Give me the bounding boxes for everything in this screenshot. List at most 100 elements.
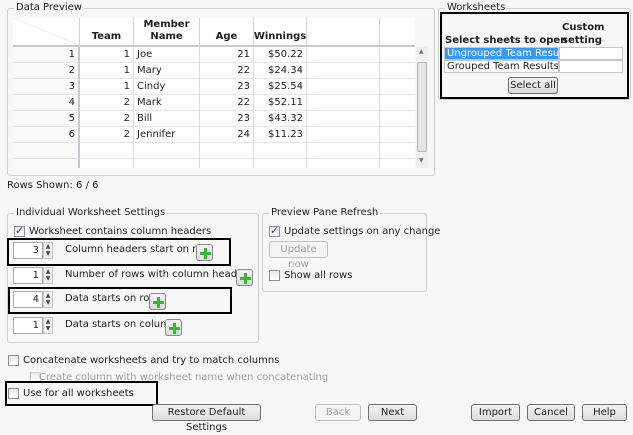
empty-cell [80,159,134,168]
table-cell-team: 2 [80,111,134,127]
help-button[interactable]: Help [582,404,627,421]
spinner-label: Number of rows with column headers [65,269,253,280]
spinner-input[interactable]: 1 [13,267,43,284]
empty-cell [380,95,415,111]
spinner-label: Column headers start on row [65,244,211,255]
empty-cell [254,143,307,159]
restore-defaults-button[interactable]: Restore Default Settings [152,404,261,433]
data-preview-title: Data Preview [14,2,84,14]
empty-cell [380,127,415,143]
empty-cell [200,159,254,168]
update-now-button[interactable]: Update now [269,241,328,270]
spinner-input[interactable]: 1 [13,317,43,334]
plus-icon[interactable] [236,269,253,286]
row-spinner[interactable]: 4 ▲ ▼ [13,291,53,308]
table-cell-age: 23 [200,79,254,95]
spinner-label: Data starts on column [65,319,177,330]
select-all-button[interactable]: Select all [508,77,558,94]
worksheets-title: Worksheets [445,2,508,14]
preview-refresh-title: Preview Pane Refresh [269,207,381,219]
row-spinner[interactable]: 3 ▲ ▼ [13,242,53,259]
scrollbar-thumb[interactable] [417,62,427,152]
cancel-button[interactable]: Cancel [527,404,575,421]
empty-cell [307,127,380,143]
column-header-member-name[interactable]: Member Name [134,18,200,47]
highlight-box [7,238,231,266]
column-header-team[interactable]: Team [80,18,134,47]
empty-cell [307,47,380,63]
table-cell-win: $25.54 [254,79,307,95]
row-number: 6 [13,127,80,143]
worksheet-item[interactable]: Grouped Team Results [444,60,559,73]
next-button[interactable]: Next [368,404,417,421]
column-header-age[interactable]: Age [200,18,254,47]
contains-headers-checkbox[interactable] [14,224,25,237]
table-cell-win: $11.23 [254,127,307,143]
show-all-rows-label: Show all rows [284,270,353,281]
spinner-arrows-icon[interactable]: ▲ ▼ [43,291,53,308]
scroll-down-icon[interactable]: ▼ [419,157,424,164]
create-column-label: Create column with worksheet name when c… [39,372,329,383]
data-preview-table: Team Member Name Age Winnings 1 1 Joe 21 $50… [13,18,415,168]
spinner-input[interactable]: 4 [13,291,43,308]
empty-cell [307,63,380,79]
spinner-input[interactable]: 3 [13,242,43,259]
empty-cell [307,111,380,127]
contains-headers-label: Worksheet contains column headers [29,226,212,237]
individual-settings-title: Individual Worksheet Settings [14,207,168,219]
custom-setting-cell[interactable] [559,47,623,60]
column-header-empty [307,18,380,47]
select-sheets-header: Select sheets to open [445,35,568,46]
back-button[interactable]: Back [315,404,361,421]
table-cell-team: 2 [80,127,134,143]
empty-cell [13,159,80,168]
plus-icon[interactable] [165,319,182,336]
highlight-box [440,12,629,99]
use-for-all-label: Use for all worksheets [23,388,134,399]
table-cell-name: Jennifer [134,127,200,143]
table-cell-team: 2 [80,95,134,111]
custom-setting-cell[interactable] [559,60,623,73]
row-number: 5 [13,111,80,127]
empty-cell [380,159,415,168]
empty-cell [307,143,380,159]
empty-cell [254,159,307,168]
row-spinner[interactable]: 1 ▲ ▼ [13,267,53,284]
table-cell-age: 22 [200,63,254,79]
update-any-change-checkbox[interactable] [269,224,280,237]
empty-cell [307,159,380,168]
show-all-rows-checkbox[interactable] [269,270,280,281]
table-cell-name: Mary [134,63,200,79]
row-spinner[interactable]: 1 ▲ ▼ [13,317,53,334]
highlight-box [8,287,232,314]
spinner-arrows-icon[interactable]: ▲ ▼ [43,267,53,284]
preview-refresh-group: Preview Pane Refresh [262,207,427,292]
column-header-winnings[interactable]: Winnings [254,18,307,47]
rows-shown: Rows Shown: 6 / 6 [7,180,99,191]
empty-cell [134,159,200,168]
plus-icon[interactable] [149,293,166,310]
spinner-arrows-icon[interactable]: ▲ ▼ [43,317,53,334]
plus-icon[interactable] [196,244,213,261]
table-cell-team: 1 [80,47,134,63]
table-cell-win: $52.11 [254,95,307,111]
empty-cell [380,111,415,127]
import-button[interactable]: Import [471,404,520,421]
table-cell-age: 21 [200,47,254,63]
column-header-empty [380,18,415,47]
table-cell-name: Mark [134,95,200,111]
concatenate-checkbox[interactable] [8,355,19,366]
scroll-up-icon[interactable]: ▲ [419,48,424,55]
table-cell-team: 1 [80,79,134,95]
spinner-arrows-icon[interactable]: ▲ ▼ [43,242,53,259]
individual-settings-group: Individual Worksheet Settings [7,207,259,343]
worksheet-item[interactable]: Ungrouped Team Results [444,47,559,60]
empty-cell [134,143,200,159]
update-any-change-label: Update settings on any change [284,226,441,237]
use-for-all-checkbox[interactable] [8,388,19,399]
row-number: 4 [13,95,80,111]
empty-cell [380,47,415,63]
table-cell-age: 24 [200,127,254,143]
table-cell-win: $50.22 [254,47,307,63]
row-number: 1 [13,47,80,63]
